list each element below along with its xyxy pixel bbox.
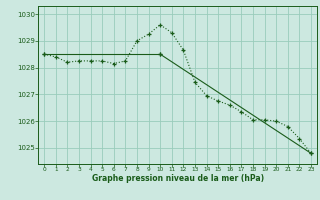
X-axis label: Graphe pression niveau de la mer (hPa): Graphe pression niveau de la mer (hPa) bbox=[92, 174, 264, 183]
